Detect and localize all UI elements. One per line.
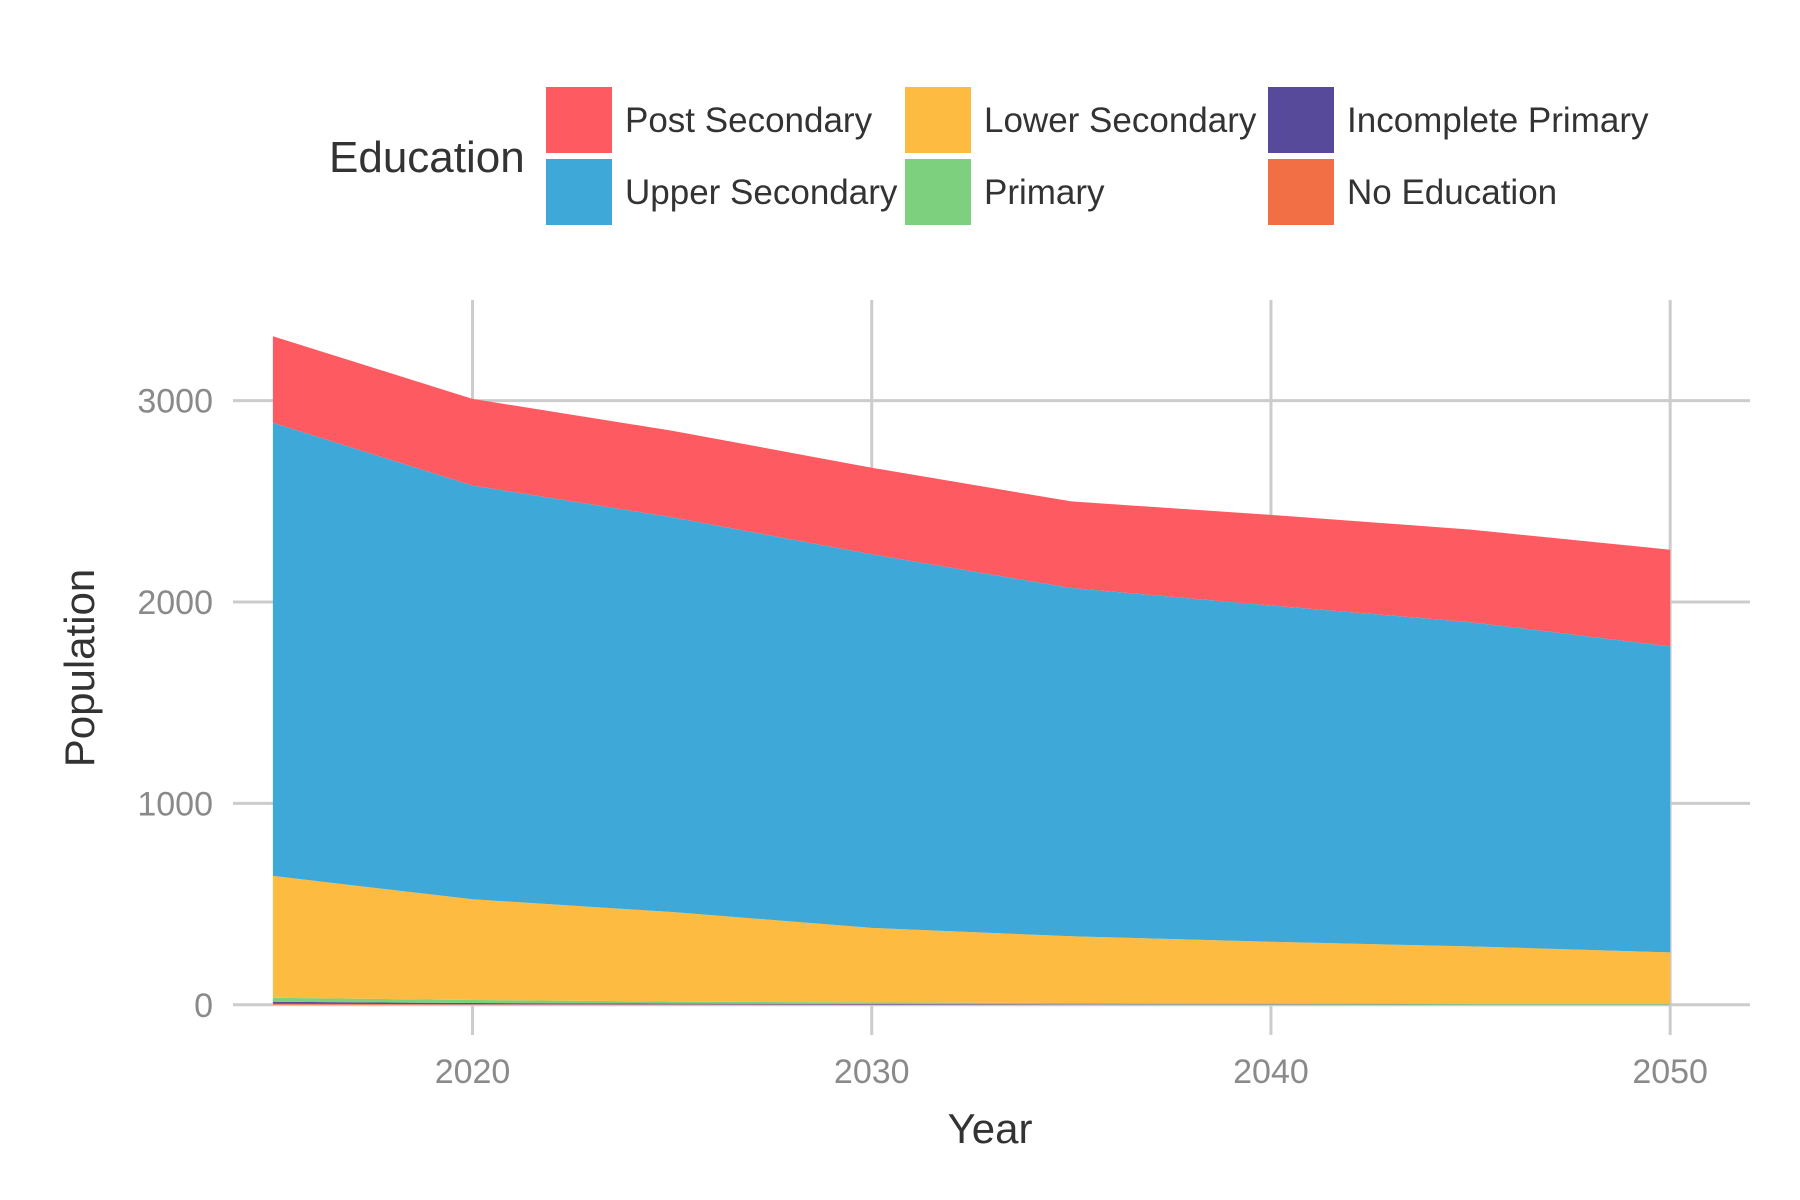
legend-item-primary: Primary [905,159,1105,225]
legend-label: Post Secondary [625,101,873,140]
legend-label: Lower Secondary [984,101,1257,140]
x-tick-label: 2050 [1632,1053,1708,1091]
legend-swatch [546,87,612,153]
y-tick-label: 0 [194,987,213,1025]
x-tick-label: 2040 [1233,1053,1309,1091]
area-incomplete-primary [272,1001,1671,1005]
legend-label: Incomplete Primary [1347,101,1649,140]
legend-item-no-education: No Education [1268,159,1557,225]
x-tick-label: 2020 [435,1053,511,1091]
y-tick-label: 2000 [137,584,213,622]
legend-swatch [1268,159,1334,225]
area-primary [272,997,1671,1005]
x-axis-title: Year [948,1105,1033,1152]
plot-areas [272,336,1671,1005]
legend-swatch [905,159,971,225]
legend-item-incomplete-primary: Incomplete Primary [1268,87,1649,153]
y-axis-title: Population [56,569,103,768]
legend-label: Primary [984,173,1105,212]
legend-item-post-secondary: Post Secondary [546,87,873,153]
legend-title: Education [329,133,525,182]
y-tick-label: 3000 [137,383,213,421]
legend-swatch [905,87,971,153]
area-no-education [272,1003,1671,1005]
legend: Education Post Secondary Upper Secondary Lo… [329,87,1649,225]
x-tick-label: 2030 [834,1053,910,1091]
legend-label: No Education [1347,173,1557,212]
y-tick-label: 1000 [137,785,213,823]
legend-item-upper-secondary: Upper Secondary [546,159,898,225]
legend-swatch [546,159,612,225]
area-upper-secondary [272,422,1671,953]
legend-item-lower-secondary: Lower Secondary [905,87,1257,153]
legend-label: Upper Secondary [625,173,898,212]
legend-swatch [1268,87,1334,153]
area-post-secondary [272,336,1671,647]
tick-labels: 0 1000 2000 3000 2020 2030 2040 2050 [137,383,1708,1091]
area-lower-secondary [272,875,1671,1004]
